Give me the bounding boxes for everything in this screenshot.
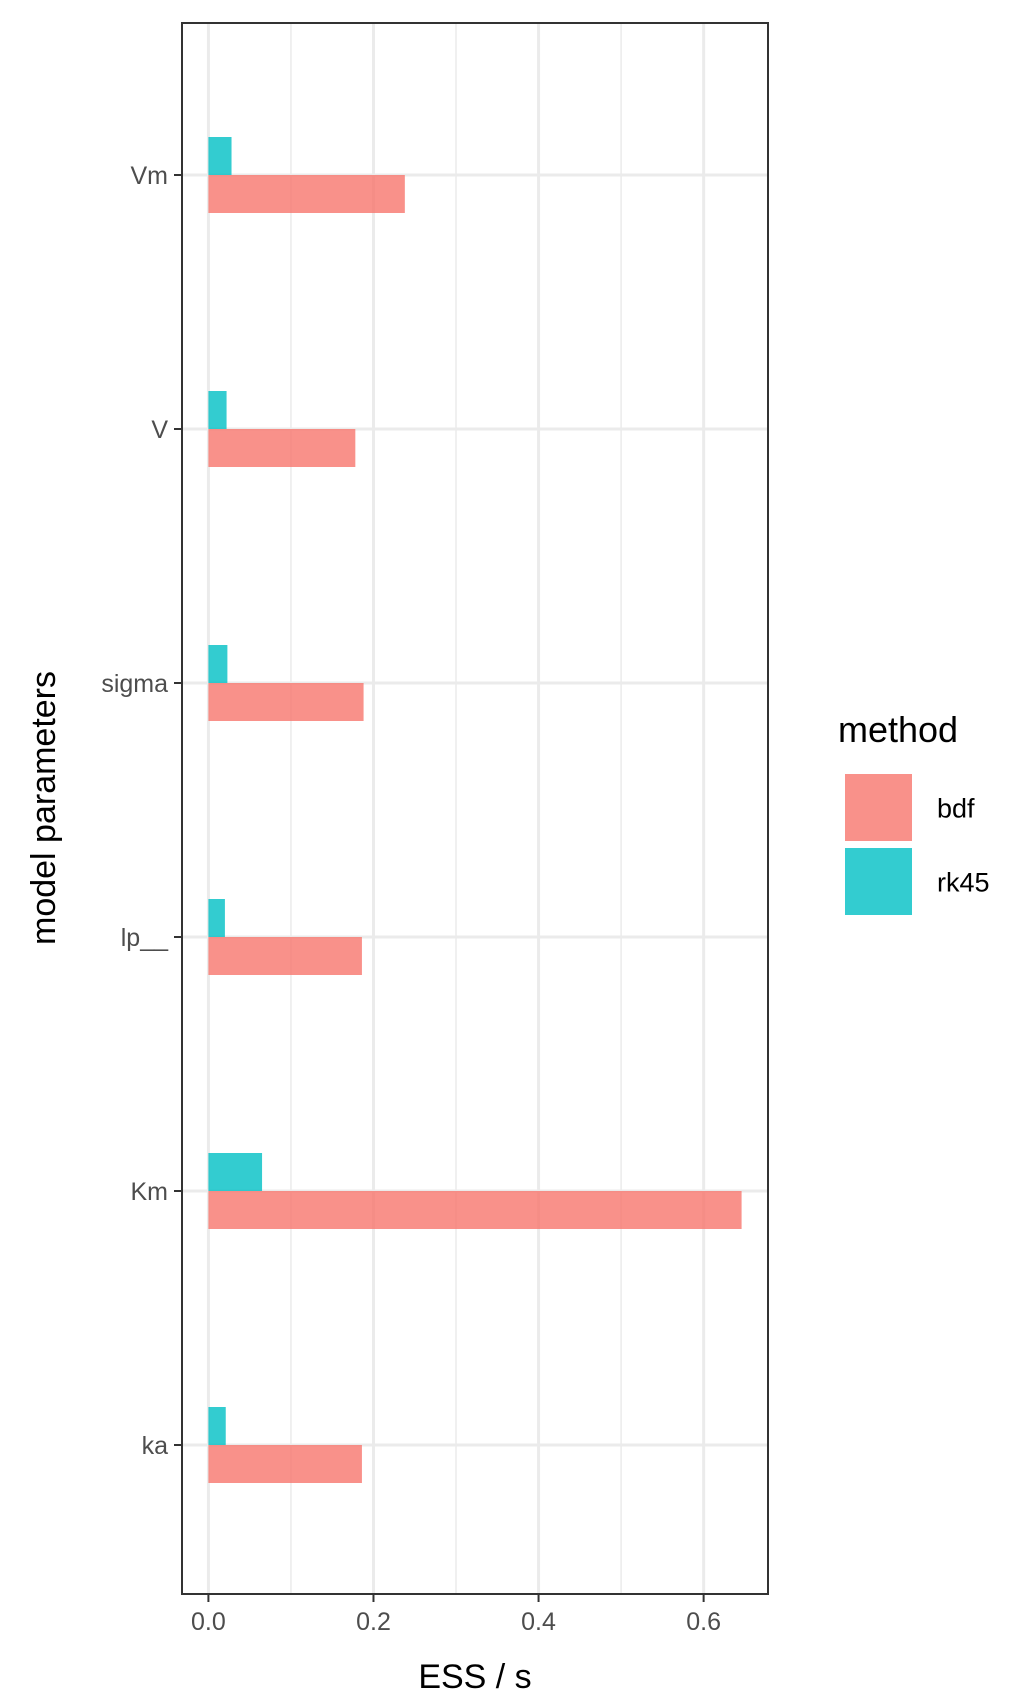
bar-bdf-V	[208, 429, 356, 467]
bar-bdf-Km	[208, 1191, 742, 1229]
bar-bdf-lp__	[208, 937, 362, 975]
x-axis-title: ESS / s	[418, 1658, 531, 1696]
bar-rk45-V	[208, 391, 227, 429]
x-tick-label: 0.0	[191, 1608, 226, 1636]
bar-rk45-Vm	[208, 137, 232, 175]
y-tick-label: V	[151, 416, 168, 444]
x-axis-ticks: 0.0 0.2 0.4 0.6	[191, 1594, 721, 1636]
panel-background	[182, 23, 768, 1594]
legend-label: bdf	[937, 794, 975, 824]
legend-title: method	[838, 709, 958, 750]
bars	[208, 137, 742, 1483]
y-tick-label: lp__	[121, 924, 169, 952]
legend-key-rk45	[845, 848, 912, 915]
legend: method bdf rk45	[838, 709, 990, 915]
bar-bdf-ka	[208, 1445, 362, 1483]
y-tick-label: Vm	[131, 162, 169, 190]
bar-rk45-sigma	[208, 645, 228, 683]
y-axis-title: model parameters	[25, 671, 63, 945]
bar-bdf-sigma	[208, 683, 364, 721]
y-tick-label: Km	[131, 1178, 169, 1206]
bar-rk45-ka	[208, 1407, 226, 1445]
bar-bdf-Vm	[208, 175, 405, 213]
legend-key-bdf	[845, 774, 912, 841]
x-tick-label: 0.6	[686, 1608, 721, 1636]
y-tick-label: sigma	[101, 670, 168, 698]
y-tick-label: ka	[142, 1432, 169, 1460]
panel-border	[181, 22, 769, 1595]
bar-rk45-lp__	[208, 899, 225, 937]
legend-label: rk45	[937, 868, 990, 898]
x-tick-label: 0.2	[356, 1608, 391, 1636]
x-tick-label: 0.4	[521, 1608, 556, 1636]
bar-rk45-Km	[208, 1153, 263, 1191]
